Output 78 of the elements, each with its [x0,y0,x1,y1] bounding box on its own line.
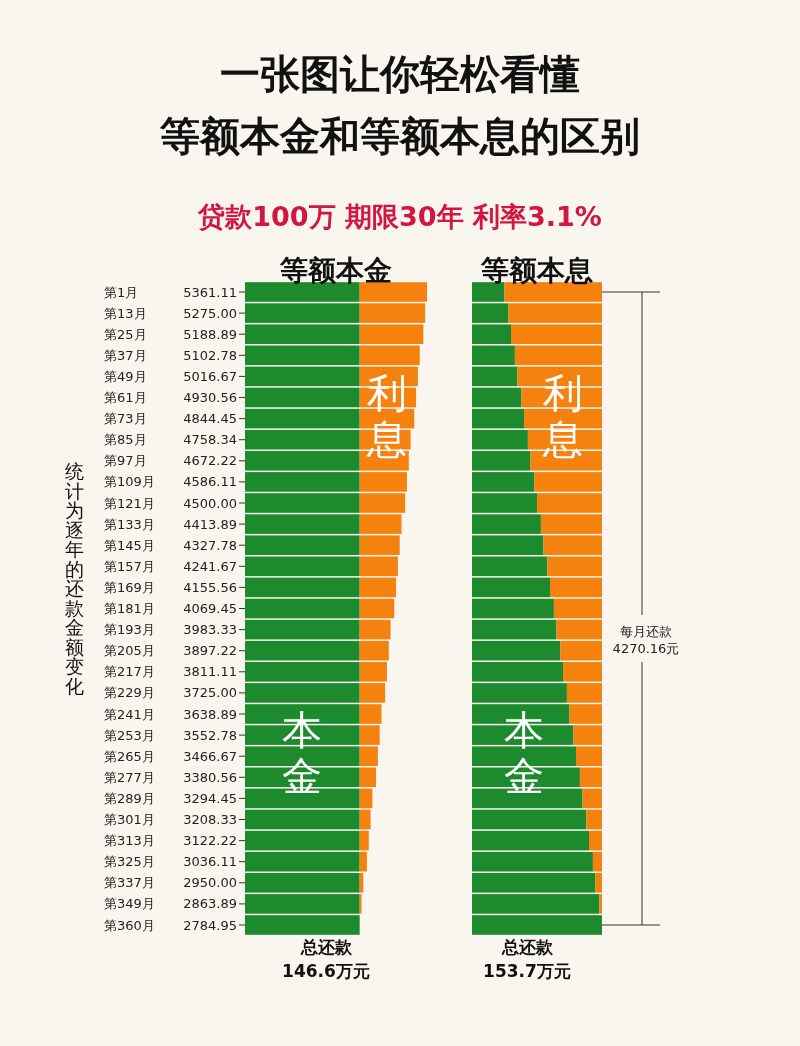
bar [245,366,360,387]
category-label: 第37月 5102.78 [104,347,237,363]
category-label: 第277月 3380.56 [104,769,237,785]
bar [245,598,360,619]
category-label: 第121月 4500.00 [104,495,237,511]
bar [359,619,391,640]
bar [245,408,360,429]
category-label: 第157月 4241.67 [104,558,237,574]
bar [359,830,369,851]
bar [245,809,360,830]
bar [547,556,602,577]
bar [556,619,602,640]
category-label: 第301月 3208.33 [104,812,237,827]
category-label: 第360月 2784.95 [104,917,237,933]
text: 一张图让你轻松看懂 [220,51,580,97]
bar [245,387,360,408]
bar [582,788,602,809]
category-label: 第49月 5016.67 [104,368,237,384]
text: 贷款100万 期限30年 利率3.1% [197,201,602,232]
chart-title: 等额本息 [480,254,593,287]
bar [472,387,522,408]
category-label: 第205月 3897.22 [104,643,237,659]
category-label: 第169月 4155.56 [104,579,237,595]
text: 统计为逐年的还款金额变化 [64,460,84,697]
category-label: 第25月 5188.89 [104,326,237,342]
bar [472,619,557,640]
text: 每月还款 4270.16元 [612,624,680,656]
category-label: 第145月 4327.78 [104,537,237,553]
bar [359,788,373,809]
bar [245,577,360,598]
category-label: 第193月 3983.33 [104,622,237,638]
bar [359,809,371,830]
category-label: 第85月 4758.34 [104,432,237,448]
category-label: 第349月 2863.89 [104,896,237,912]
bar [472,366,518,387]
chart-title: 等额本金 [279,254,392,287]
bar [359,598,395,619]
bar [245,345,360,366]
bar [472,809,587,830]
category-label: 第217月 3811.11 [104,664,237,680]
bar [359,577,397,598]
bar [245,556,360,577]
category-label: 第265月 3466.67 [104,748,237,764]
category-label: 第289月 3294.45 [104,790,237,806]
category-label: 第109月 4586.11 [104,474,237,490]
category-label: 第253月 3552.78 [104,727,237,743]
bar [553,598,602,619]
bar [359,556,398,577]
category-label: 第241月 3638.89 [104,706,237,722]
bar [359,345,420,366]
bar [472,556,548,577]
category-label: 第133月 4413.89 [104,516,237,532]
bar [359,767,377,788]
bar [472,345,515,366]
category-label: 第181月 4069.45 [104,601,237,616]
text: 等额本金和等额本息的区别 [159,113,640,159]
x-axis-title: 总还款 153.7万元 [483,937,571,981]
category-label: 第1月 5361.11 [104,284,237,300]
category-label: 第325月 3036.11 [104,854,237,870]
bar [245,619,360,640]
category-label: 第73月 4844.45 [104,411,237,427]
bar [589,830,602,851]
bar [472,577,550,598]
category-label: 第313月 3122.22 [104,833,237,849]
bar [579,767,602,788]
category-label: 第97月 4672.22 [104,453,237,469]
bar [514,345,602,366]
category-label: 第337月 2950.00 [104,875,237,891]
bar [472,598,554,619]
bar [472,830,589,851]
bar [245,830,360,851]
category-label: 第229月 3725.00 [104,685,237,701]
bar [586,809,602,830]
bar [472,408,524,429]
bar [550,577,602,598]
category-label: 第61月 4930.56 [104,390,237,405]
category-label: 第13月 5275.00 [104,305,237,321]
x-axis-title: 总还款 146.6万元 [282,937,370,981]
